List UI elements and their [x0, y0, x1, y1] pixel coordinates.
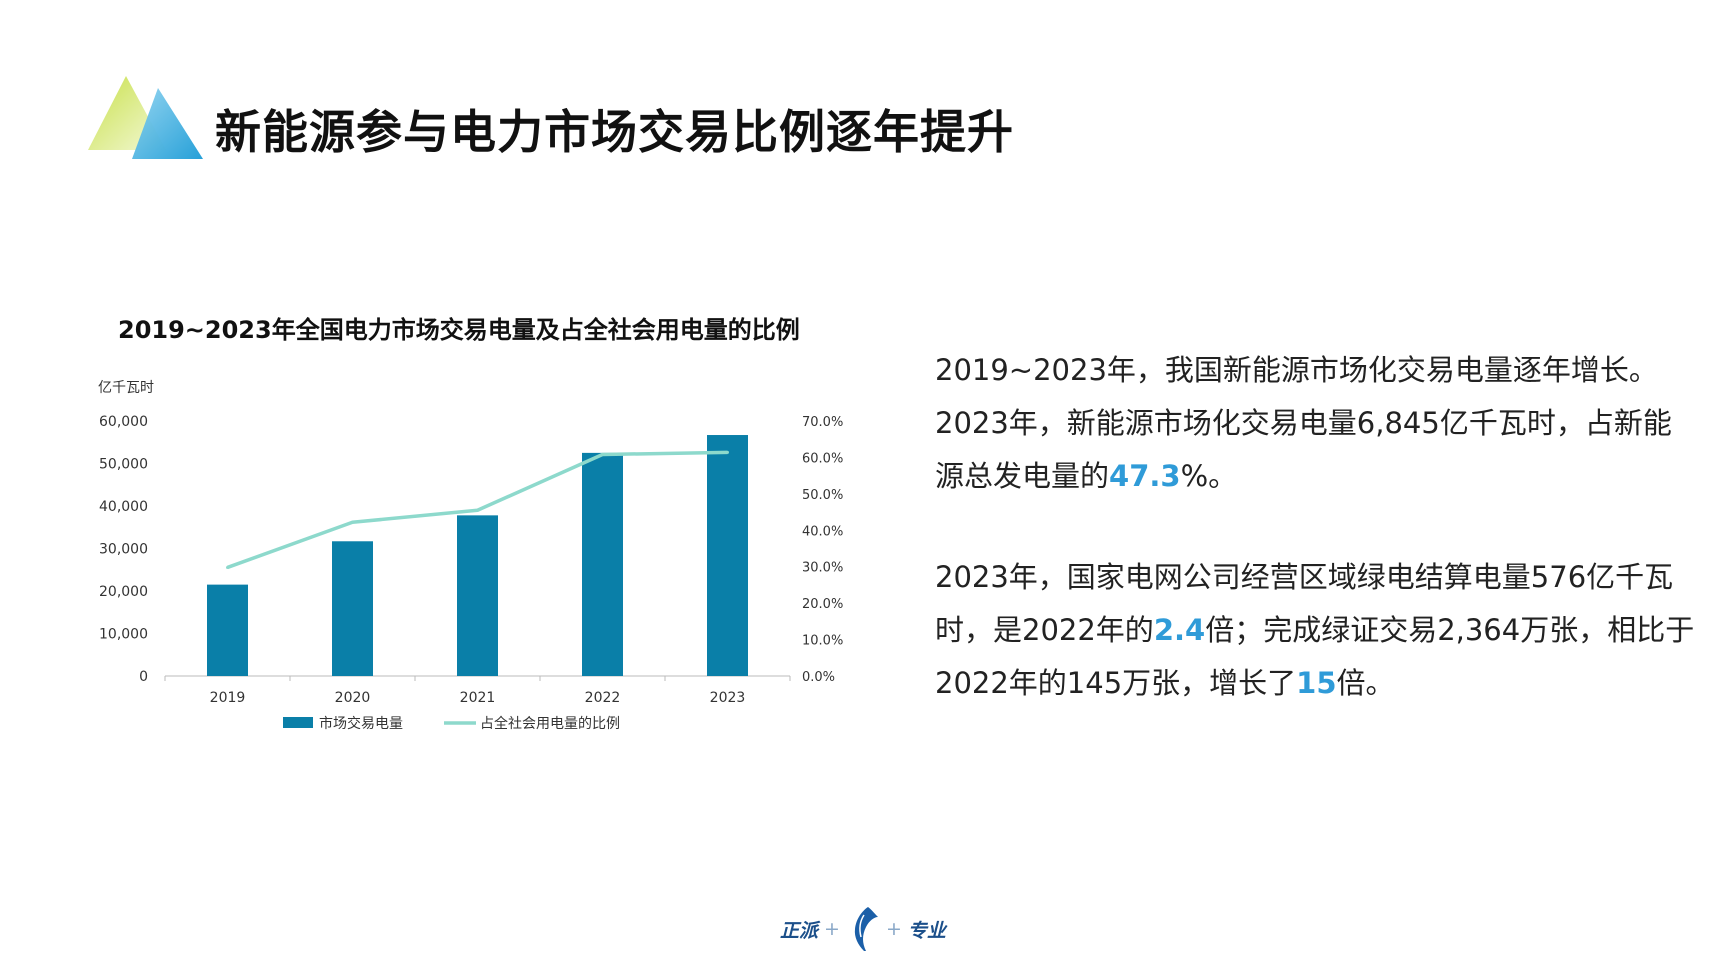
y2-tick-label: 10.0%: [802, 634, 843, 649]
ratio-point-2023: [726, 450, 729, 454]
y2-tick-label: 60.0%: [802, 451, 843, 466]
paragraph-text: 2023年，国家电网公司经营区域绿电结算电量576亿千瓦时，是2022年的: [935, 560, 1674, 647]
y2-tick-label: 40.0%: [802, 524, 843, 539]
footer-left-text: 正派: [780, 919, 819, 942]
bar-2020: [332, 541, 373, 676]
logo-triangles-icon: [88, 76, 203, 159]
y-tick-label: 30,000: [99, 542, 148, 558]
plus-icon: +: [824, 918, 840, 940]
bar-2023: [707, 435, 748, 676]
paragraph-text: %。: [1180, 459, 1238, 493]
y-tick-label: 60,000: [99, 414, 148, 430]
ratio-point-2020: [351, 520, 354, 524]
chart-title: 2019~2023年全国电力市场交易电量及占全社会用电量的比例: [118, 316, 800, 344]
highlight-number: 15: [1296, 666, 1337, 700]
y2-tick-label: 70.0%: [802, 415, 843, 430]
ratio-point-2021: [476, 508, 479, 512]
paragraph-text: 2019~2023年，我国新能源市场化交易电量逐年增长。2023年，新能源市场化…: [935, 353, 1672, 493]
legend-label-bar: 市场交易电量: [319, 715, 403, 732]
combo-chart: 亿千瓦时 60,000 50,000 40,000 30,000 20,000 10,000…: [98, 380, 843, 732]
x-tick-label: 2023: [710, 690, 746, 706]
x-tick-label: 2022: [585, 690, 621, 706]
legend-swatch-bar: [283, 717, 313, 728]
y2-tick-label: 20.0%: [802, 597, 843, 612]
paragraph-market-trading: 2019~2023年，我国新能源市场化交易电量逐年增长。2023年，新能源市场化…: [935, 344, 1695, 503]
x-tick-label: 2021: [460, 690, 496, 706]
y-tick-label: 50,000: [99, 457, 148, 473]
plus-icon: +: [885, 918, 902, 940]
bar-2022: [582, 452, 623, 676]
y-axis-unit-label: 亿千瓦时: [98, 380, 154, 396]
bar-2021: [457, 515, 498, 676]
paragraph-text: 倍；完成绿证交易2,364万张，相比于2022年的145万张，增长了: [935, 613, 1695, 700]
page-title: 新能源参与电力市场交易比例逐年提升: [215, 105, 1014, 159]
paragraph-text: 倍。: [1336, 666, 1395, 700]
text-panel: 2019~2023年，我国新能源市场化交易电量逐年增长。2023年，新能源市场化…: [935, 344, 1695, 758]
y2-tick-label: 30.0%: [802, 561, 843, 576]
highlight-number: 47.3: [1109, 459, 1181, 493]
ratio-point-2019: [226, 565, 229, 569]
x-tick-label: 2020: [335, 690, 371, 706]
y-tick-label: 10,000: [99, 627, 148, 643]
y-tick-label: 20,000: [99, 584, 148, 600]
y-tick-label: 0: [139, 669, 148, 685]
bird-logo-icon: [854, 907, 878, 951]
ratio-point-2022: [601, 453, 604, 457]
footer-slogan: 正派 + + 专业: [780, 905, 946, 953]
x-tick-label: 2019: [210, 690, 246, 706]
paragraph-green-power: 2023年，国家电网公司经营区域绿电结算电量576亿千瓦时，是2022年的2.4…: [935, 551, 1695, 710]
highlight-number: 2.4: [1153, 613, 1206, 647]
y-tick-label: 40,000: [99, 499, 148, 515]
y2-tick-label: 0.0%: [802, 670, 835, 685]
y2-tick-label: 50.0%: [802, 488, 843, 503]
bar-2019: [207, 584, 248, 676]
legend-label-line: 占全社会用电量的比例: [480, 715, 620, 732]
footer-right-text: 专业: [907, 919, 946, 942]
